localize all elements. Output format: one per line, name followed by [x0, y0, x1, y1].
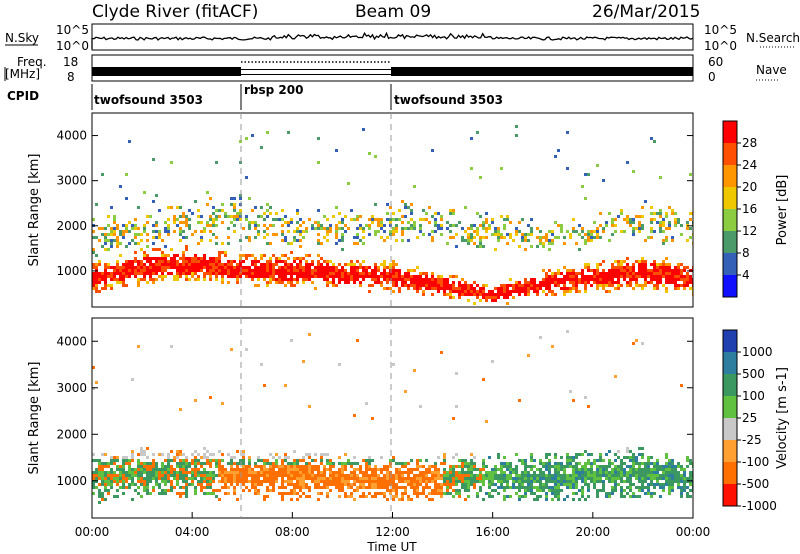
cpid-dividers — [240, 113, 392, 518]
nsky-tick-high: 10^5 — [56, 23, 89, 37]
xaxis-tick-label: 20:00 — [576, 525, 611, 539]
power-y-tick-label: 4000 — [56, 129, 87, 143]
nave-label: Nave — [756, 63, 787, 77]
xaxis-tick-label: 04:00 — [175, 525, 210, 539]
colorbar-tick-label: -1000 — [742, 499, 777, 513]
nsky-label: N.Sky — [5, 31, 39, 45]
colorbar-swatch — [723, 352, 737, 375]
colorbar-tick-label: 20 — [742, 180, 757, 194]
velocity-panel: 1000 2000 3000 4000 Slant Range [km] — [27, 317, 694, 519]
x-axis: 00:00 04:00 08:00 12:00 16:00 20:00 00:00 — [75, 512, 711, 539]
xaxis-label: Time UT — [366, 540, 417, 554]
nsky-panel: N.Sky 10^5 10^0 10^5 10^0 N.Search — [5, 23, 800, 53]
velocity-y-tick-label: 1000 — [56, 474, 87, 488]
power-y-tick-label: 3000 — [56, 174, 87, 188]
xaxis-tick-label: 00:00 — [75, 525, 110, 539]
colorbar-swatch — [723, 165, 737, 188]
power-panel: 1000 2000 3000 4000 Slant Range [km] — [27, 112, 694, 308]
colorbar-tick-label: 500 — [742, 367, 765, 381]
colorbar-tick-label: 12 — [742, 224, 757, 238]
nsearch-tick-low: 10^0 — [704, 39, 737, 53]
colorbar-swatch — [723, 187, 737, 210]
cpid-row: CPID twofsound 3503 rbsp 200 twofsound 3… — [7, 83, 503, 110]
power-colorbar-label: Power [dB] — [775, 175, 790, 246]
nave-tick-0: 0 — [708, 70, 716, 84]
velocity-ylabel: Slant Range [km] — [27, 362, 42, 475]
date-title: 26/Mar/2015 — [592, 2, 700, 22]
colorbar-swatch — [723, 418, 737, 441]
colorbar-tick-label: 24 — [742, 158, 757, 172]
freq-unit-label: [MHz] — [5, 67, 40, 81]
xaxis-tick-label: 12:00 — [375, 525, 410, 539]
velocity-y-ticks: 1000 2000 3000 4000 — [56, 334, 693, 488]
velocity-colorbar: 1000 500 100 25 -25 -100 -500 -1000 — [722, 329, 777, 513]
freq-panel: Freq. [MHz] 18 8 60 0 Nave — [4, 54, 787, 84]
power-colorbar: 28 24 20 16 12 8 4 — [722, 120, 757, 298]
colorbar-tick-label: 25 — [742, 411, 757, 425]
velocity-data — [92, 330, 693, 504]
station-title: Clyde River (fitACF) — [92, 2, 258, 22]
nsky-tick-low: 10^0 — [56, 39, 89, 53]
colorbar-tick-label: 8 — [742, 246, 750, 260]
cpid-label: CPID — [7, 89, 39, 103]
xaxis-tick-label: 00:00 — [676, 525, 711, 539]
velocity-colorbar-label: Velocity [m s-1] — [775, 367, 790, 469]
power-y-tick-label: 2000 — [56, 219, 87, 233]
colorbar-tick-label: 4 — [742, 268, 750, 282]
colorbar-swatch — [723, 484, 737, 507]
velocity-y-tick-label: 4000 — [56, 334, 87, 348]
cpid-segment-1: twofsound 3503 — [94, 93, 203, 107]
colorbar-swatch — [723, 231, 737, 254]
power-data — [92, 125, 693, 305]
freq-band-segment-1 — [92, 67, 241, 76]
colorbar-swatch — [723, 330, 737, 353]
freq-tick-18: 18 — [63, 55, 78, 69]
colorbar-swatch — [723, 253, 737, 276]
colorbar-tick-label: 28 — [742, 136, 757, 150]
freq-label: Freq. — [17, 55, 47, 69]
beam-title: Beam 09 — [355, 2, 431, 22]
nave-tick-60: 60 — [708, 55, 723, 69]
colorbar-tick-label: 100 — [742, 389, 765, 403]
cpid-segment-2: rbsp 200 — [244, 83, 303, 97]
velocity-y-tick-label: 2000 — [56, 427, 87, 441]
colorbar-swatch — [723, 143, 737, 166]
colorbar-tick-label: -25 — [742, 433, 762, 447]
power-y-tick-label: 1000 — [56, 264, 87, 278]
power-y-ticks: 1000 2000 3000 4000 — [56, 129, 693, 278]
xaxis-tick-label: 08:00 — [275, 525, 310, 539]
colorbar-swatch — [723, 275, 737, 298]
colorbar-swatch — [723, 440, 737, 463]
colorbar-swatch — [723, 462, 737, 485]
colorbar-tick-label: -500 — [742, 477, 769, 491]
colorbar-tick-label: 16 — [742, 202, 757, 216]
colorbar-tick-label: 1000 — [742, 345, 773, 359]
nsky-trace — [91, 31, 694, 49]
nsearch-tick-high: 10^5 — [704, 23, 737, 37]
freq-band-segment-3 — [391, 67, 693, 76]
colorbar-swatch — [723, 121, 737, 144]
freq-tick-8: 8 — [67, 70, 75, 84]
colorbar-tick-label: -100 — [742, 455, 769, 469]
velocity-y-tick-label: 3000 — [56, 381, 87, 395]
nsearch-label: N.Search — [746, 31, 800, 45]
colorbar-swatch — [723, 209, 737, 232]
colorbar-swatch — [723, 396, 737, 419]
power-ylabel: Slant Range [km] — [27, 154, 42, 267]
xaxis-tick-label: 16:00 — [475, 525, 510, 539]
colorbar-swatch — [723, 374, 737, 397]
cpid-segment-3: twofsound 3503 — [394, 93, 503, 107]
